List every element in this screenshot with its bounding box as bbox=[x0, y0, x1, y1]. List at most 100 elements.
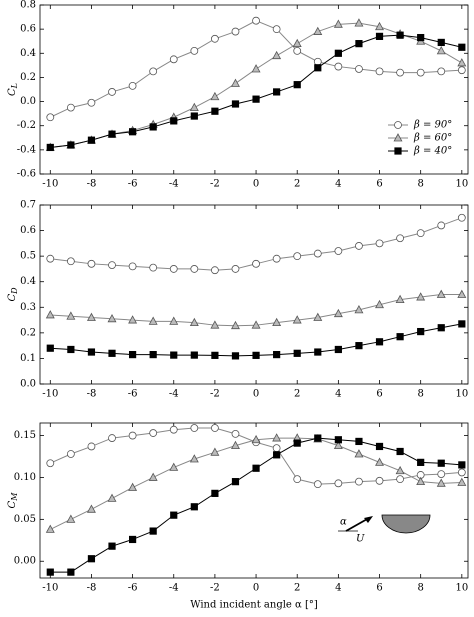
x-tick-label: -2 bbox=[210, 389, 220, 400]
marker bbox=[45, 310, 55, 319]
marker bbox=[333, 308, 343, 318]
marker bbox=[66, 103, 75, 112]
marker bbox=[108, 542, 116, 550]
x-tick-label: -4 bbox=[169, 389, 179, 400]
marker bbox=[128, 350, 137, 359]
marker bbox=[458, 43, 466, 51]
marker bbox=[169, 425, 178, 434]
marker bbox=[231, 478, 240, 486]
marker bbox=[251, 64, 261, 73]
marker bbox=[457, 289, 467, 298]
marker bbox=[375, 239, 384, 248]
marker bbox=[45, 524, 55, 533]
marker bbox=[108, 130, 116, 138]
marker bbox=[231, 429, 240, 438]
annotation: α bbox=[340, 517, 347, 528]
marker bbox=[334, 62, 343, 71]
wind-arrow bbox=[345, 517, 370, 532]
marker bbox=[355, 40, 363, 48]
marker bbox=[46, 254, 55, 263]
x-tick-label: 4 bbox=[335, 583, 341, 594]
marker bbox=[210, 320, 220, 329]
x-tick-label: 2 bbox=[294, 583, 300, 594]
y-tick-label: 0.2 bbox=[20, 72, 36, 83]
marker bbox=[231, 320, 240, 330]
x-tick-label: -6 bbox=[128, 389, 138, 400]
marker bbox=[416, 292, 426, 301]
arrow-head bbox=[364, 516, 373, 523]
marker bbox=[211, 266, 219, 275]
legend-marker bbox=[394, 121, 402, 129]
marker bbox=[334, 345, 342, 354]
marker bbox=[458, 461, 466, 469]
x-axis-label: Wind incident angle α [°] bbox=[190, 600, 318, 611]
x-tick-label: 6 bbox=[376, 389, 382, 400]
marker bbox=[437, 459, 445, 467]
y-tick-label: -0.2 bbox=[17, 120, 36, 131]
marker bbox=[231, 27, 240, 36]
x-tick-label: 8 bbox=[417, 389, 423, 400]
x-tick-label: -10 bbox=[42, 583, 58, 594]
marker bbox=[313, 26, 323, 35]
marker bbox=[189, 454, 199, 463]
marker bbox=[251, 320, 261, 329]
y-tick-label: 0.3 bbox=[20, 302, 36, 313]
marker bbox=[66, 311, 76, 320]
x-tick-label: -8 bbox=[87, 179, 97, 190]
marker bbox=[211, 107, 219, 115]
x-tick-label: -8 bbox=[87, 583, 97, 594]
marker bbox=[437, 221, 446, 230]
marker bbox=[272, 433, 282, 442]
marker bbox=[355, 342, 363, 350]
marker bbox=[170, 117, 178, 125]
marker bbox=[396, 31, 404, 39]
marker bbox=[457, 468, 466, 477]
y-axis-label: CD bbox=[7, 287, 20, 302]
marker bbox=[395, 465, 405, 475]
y-tick-label: 0.0 bbox=[20, 96, 36, 107]
marker bbox=[355, 242, 363, 250]
marker bbox=[355, 477, 363, 486]
y-tick-label: 0.6 bbox=[20, 24, 36, 35]
plot-frame bbox=[39, 422, 469, 579]
marker bbox=[46, 344, 54, 352]
marker bbox=[231, 352, 240, 360]
x-tick-label: -10 bbox=[42, 179, 58, 190]
x-tick-label: 2 bbox=[294, 179, 300, 190]
marker bbox=[355, 65, 363, 73]
legend-label: β = 90° bbox=[413, 120, 452, 131]
marker bbox=[189, 317, 199, 327]
marker bbox=[252, 464, 260, 472]
marker bbox=[293, 252, 302, 261]
marker bbox=[231, 100, 240, 108]
marker bbox=[252, 259, 260, 268]
marker bbox=[86, 312, 96, 321]
marker bbox=[108, 261, 116, 269]
marker bbox=[314, 64, 322, 72]
marker bbox=[375, 442, 384, 451]
marker bbox=[293, 46, 302, 55]
marker bbox=[457, 66, 466, 75]
marker bbox=[108, 88, 116, 96]
marker bbox=[190, 112, 198, 120]
marker bbox=[87, 259, 96, 268]
y-tick-label: 0.05 bbox=[14, 514, 36, 525]
marker bbox=[107, 313, 117, 323]
marker bbox=[46, 568, 54, 576]
marker bbox=[395, 294, 405, 304]
marker bbox=[457, 477, 467, 486]
marker bbox=[108, 434, 116, 442]
marker bbox=[354, 305, 364, 314]
y-tick-label: 0.6 bbox=[20, 225, 36, 236]
marker bbox=[252, 351, 260, 359]
y-tick-label: -0.6 bbox=[17, 169, 36, 180]
marker bbox=[149, 123, 157, 131]
y-tick-label: 0.2 bbox=[20, 327, 36, 338]
x-tick-label: 2 bbox=[294, 389, 300, 400]
y-label-main: C bbox=[7, 88, 18, 96]
marker bbox=[231, 265, 240, 273]
marker bbox=[149, 527, 157, 535]
marker bbox=[46, 113, 55, 122]
marker bbox=[436, 46, 446, 55]
